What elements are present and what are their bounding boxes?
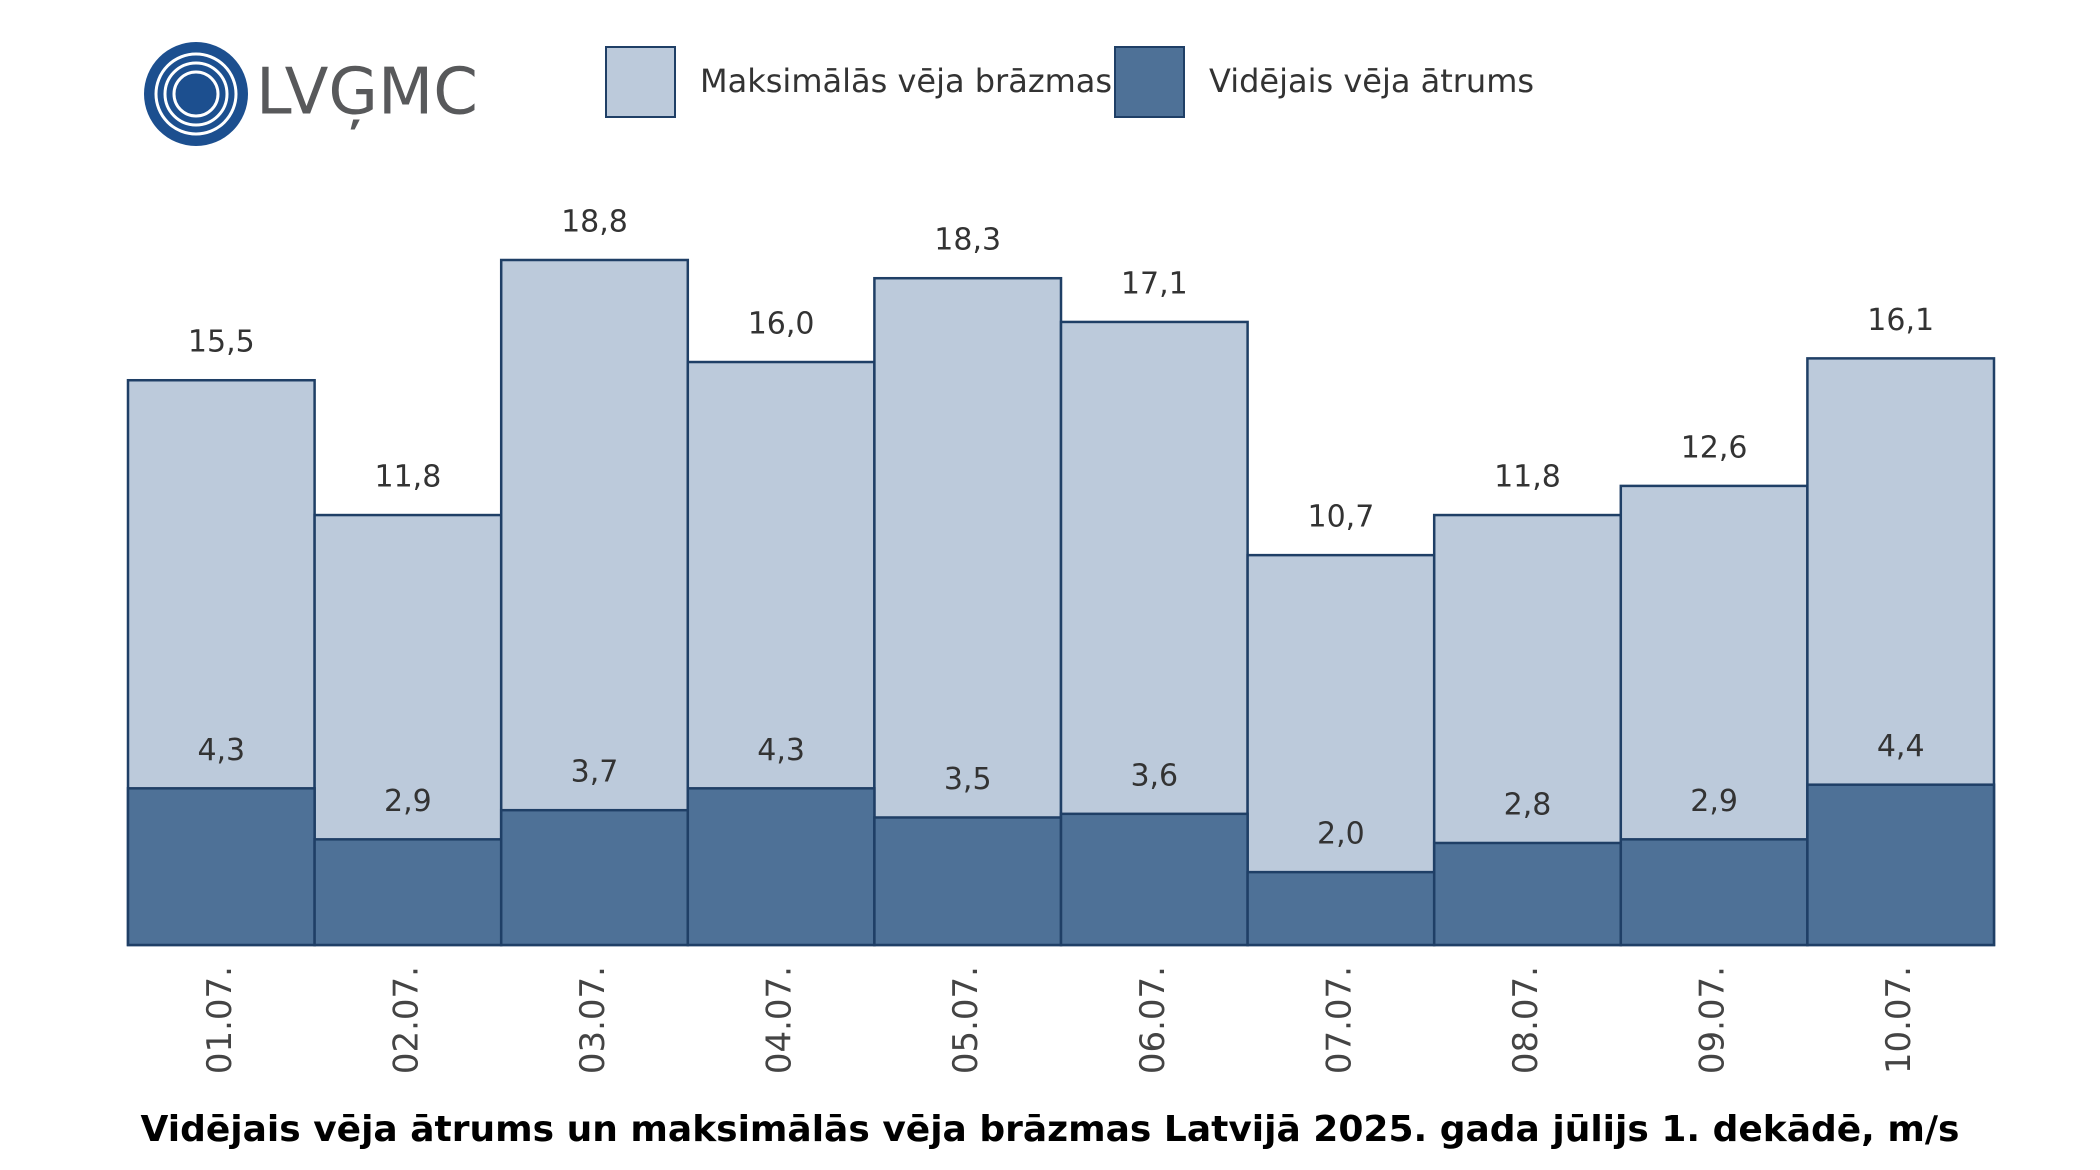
value-label: 2,9 <box>1690 784 1738 819</box>
bar <box>1806 783 1996 947</box>
value-label: 3,5 <box>944 762 992 797</box>
bar <box>126 787 316 947</box>
value-label: 15,5 <box>188 325 255 360</box>
value-label: 18,3 <box>934 223 1001 258</box>
x-tick-label: 09.07. <box>1693 966 1733 1074</box>
x-tick-label: 07.07. <box>1319 966 1359 1074</box>
logo-mark <box>144 42 248 146</box>
bar <box>1619 838 1809 947</box>
value-label: 4,4 <box>1877 729 1925 764</box>
value-label: 11,8 <box>1494 460 1561 495</box>
value-label: 2,9 <box>384 784 432 819</box>
logo-text: LVĢMC <box>256 56 478 130</box>
x-tick-label: 01.07. <box>200 966 240 1074</box>
value-label: 4,3 <box>197 733 245 768</box>
chart-title: Vidējais vēja ātrums un maksimālās vēja … <box>141 1109 1960 1150</box>
bar <box>686 787 876 947</box>
value-label: 18,8 <box>561 205 628 240</box>
x-tick-label: 06.07. <box>1133 966 1173 1074</box>
value-label: 4,3 <box>757 733 805 768</box>
bar <box>499 808 690 947</box>
value-label: 2,8 <box>1504 787 1552 822</box>
value-label: 17,1 <box>1121 266 1188 301</box>
x-tick-label: 10.07. <box>1879 966 1919 1074</box>
bar <box>1432 841 1623 947</box>
legend-swatch <box>605 46 676 118</box>
x-tick-label: 08.07. <box>1506 966 1546 1074</box>
value-label: 10,7 <box>1308 500 1375 535</box>
bar <box>1059 812 1249 947</box>
x-tick-label: 05.07. <box>946 966 986 1074</box>
value-label: 12,6 <box>1681 430 1748 465</box>
legend-label: Vidējais vēja ātrums <box>1209 62 1534 100</box>
value-label: 16,1 <box>1867 303 1934 338</box>
value-label: 3,7 <box>571 755 619 790</box>
bar <box>313 838 503 947</box>
bar <box>873 816 1063 947</box>
x-tick-label: 02.07. <box>386 966 426 1074</box>
value-label: 11,8 <box>375 460 442 495</box>
x-tick-label: 03.07. <box>573 966 613 1074</box>
x-tick-label: 04.07. <box>760 966 800 1074</box>
value-label: 16,0 <box>748 307 815 342</box>
legend-label: Maksimālās vēja brāzmas <box>700 62 1112 100</box>
legend-swatch <box>1114 46 1185 118</box>
value-label: 3,6 <box>1130 758 1178 793</box>
bar <box>1246 870 1436 947</box>
value-label: 2,0 <box>1317 817 1365 852</box>
